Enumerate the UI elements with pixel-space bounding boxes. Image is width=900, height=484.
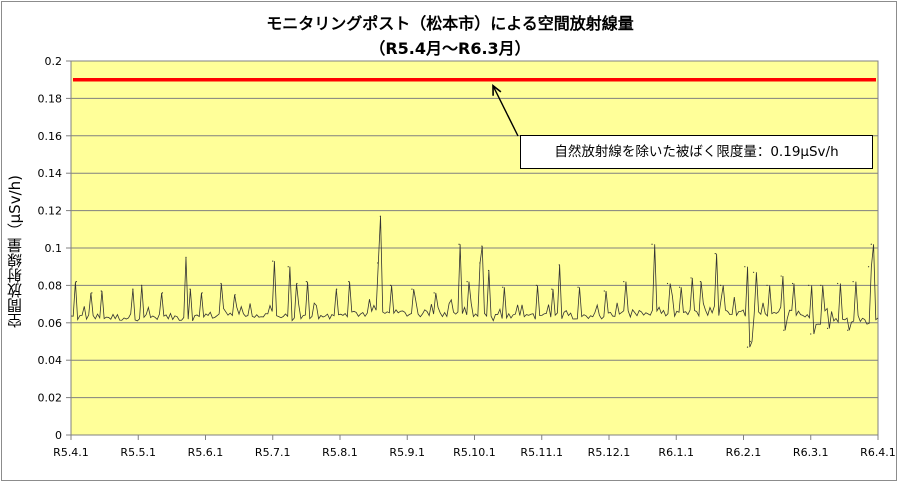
data-point (458, 243, 460, 245)
data-point (820, 284, 822, 286)
data-point (234, 294, 236, 296)
x-tick-label: R5.12.1 (588, 446, 631, 459)
data-point (220, 282, 222, 285)
data-point (535, 284, 537, 286)
data-point (791, 282, 794, 285)
data-point (305, 281, 307, 283)
data-point (502, 286, 504, 288)
y-tick-label: 0.16 (38, 130, 63, 143)
x-tick-label: R6.4.1 (860, 446, 896, 459)
data-point (603, 290, 605, 292)
data-point (377, 262, 379, 264)
data-point (780, 275, 782, 277)
x-tick-label: R5.6.1 (188, 446, 224, 459)
data-point (720, 284, 722, 286)
chart-subtitle: （R5.4月～R6.3月） (369, 39, 531, 58)
x-tick-label: R5.9.1 (389, 446, 425, 459)
data-point (389, 284, 392, 286)
x-tick-label: R5.8.1 (322, 446, 358, 459)
x-tick-label: R5.7.1 (255, 446, 291, 459)
data-point (783, 329, 785, 331)
data-point (201, 292, 203, 294)
data-point (132, 288, 134, 290)
x-tick-label: R6.1.1 (658, 446, 694, 459)
data-point (551, 288, 553, 290)
data-point (852, 281, 854, 283)
y-tick-label: 0 (55, 429, 62, 442)
x-tick-labels: R5.4.1 R5.5.1 R5.6.1 R5.7.1 R5.8.1 R5.9.1 R5.1… (53, 435, 896, 459)
data-point (481, 245, 483, 247)
x-tick-label: R6.2.1 (726, 446, 762, 459)
data-point (91, 292, 93, 294)
data-point (100, 290, 102, 292)
chart-title: モニタリングポスト（松本市）による空間放射線量 (266, 14, 634, 33)
data-point (746, 346, 749, 348)
x-tick-label: R6.3.1 (793, 446, 829, 459)
data-point (752, 271, 755, 273)
y-tick-label: 0.02 (38, 392, 63, 405)
data-point (488, 269, 490, 272)
y-tick-label: 0.06 (38, 317, 63, 330)
data-point (189, 288, 191, 290)
y-tick-labels: 0 0.02 0.04 0.06 0.08 0.1 0.12 0.14 0.16 0.18 0.2 (38, 55, 63, 442)
data-point (766, 284, 768, 286)
data-point (287, 266, 289, 268)
data-point (623, 281, 625, 283)
data-point (699, 281, 702, 283)
data-point (666, 282, 669, 285)
y-tick-label: 0.18 (38, 92, 63, 105)
data-point (379, 215, 381, 217)
data-point (744, 266, 746, 268)
data-point (714, 253, 716, 255)
data-point (826, 327, 829, 330)
data-point (837, 282, 839, 285)
data-point (558, 264, 560, 266)
x-tick-label: R5.11.1 (520, 446, 563, 459)
y-tick-label: 0.1 (45, 242, 63, 255)
data-point (161, 292, 164, 294)
data-point (466, 281, 468, 283)
data-point (479, 262, 481, 264)
arrow-head (492, 84, 502, 96)
threshold-annotation: 自然放射線を除いた被ばく限度量：0.19μSv/h (520, 135, 873, 169)
data-point (411, 288, 413, 290)
series-line (70, 216, 879, 348)
data-point (296, 282, 298, 285)
x-tick-label: R5.5.1 (120, 446, 156, 459)
y-tick-label: 0.12 (38, 205, 63, 218)
x-tick-label: R5.4.1 (53, 446, 89, 459)
data-point (75, 281, 77, 283)
x-tick-label: R5.10.1 (453, 446, 496, 459)
data-point (272, 260, 274, 262)
data-point (185, 256, 187, 258)
y-tick-label: 0.04 (38, 354, 63, 367)
data-point (867, 266, 870, 268)
data-point (433, 292, 435, 294)
data-point (336, 288, 338, 290)
data-point (679, 286, 681, 288)
data-point (847, 329, 849, 331)
data-point (577, 286, 579, 288)
data-point (651, 243, 653, 245)
gridlines (66, 60, 878, 436)
series-group (70, 215, 879, 348)
data-point (690, 277, 692, 279)
y-tick-label: 0.08 (38, 279, 63, 292)
data-point (749, 340, 751, 343)
data-point (141, 284, 143, 286)
y-tick-label: 0.2 (45, 55, 63, 68)
y-tick-label: 0.14 (38, 167, 63, 180)
data-point (808, 284, 810, 286)
data-point (348, 281, 350, 283)
data-point (810, 333, 812, 335)
annotation-arrow (492, 84, 519, 137)
arrow-shaft (492, 85, 519, 137)
data-point (870, 243, 872, 245)
